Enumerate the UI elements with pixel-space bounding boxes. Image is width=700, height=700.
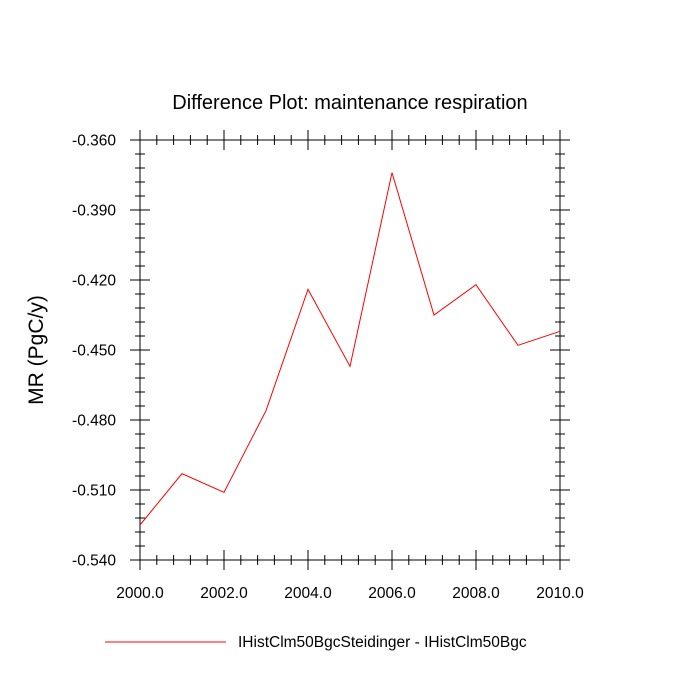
x-tick-label: 2000.0 — [116, 585, 164, 602]
plot-border — [139, 139, 561, 561]
chart-title: Difference Plot: maintenance respiration — [172, 92, 527, 114]
legend: IHistClm50BgcSteidinger - IHistClm50Bgc — [105, 634, 527, 651]
y-tick-label: -0.450 — [72, 343, 116, 360]
plot-area — [139, 139, 561, 561]
series-layer — [139, 172, 561, 526]
x-tick-label: 2006.0 — [368, 585, 416, 602]
y-tick-label: -0.420 — [72, 273, 116, 290]
x-tick-label: 2004.0 — [284, 585, 332, 602]
y-axis: -0.360 -0.390 -0.420 -0.450 -0.480 -0.510 -0.5… — [72, 133, 570, 570]
y-tick-label: -0.540 — [72, 553, 116, 570]
y-tick-label: -0.480 — [72, 413, 116, 430]
y-tick-label: -0.360 — [72, 133, 116, 150]
y-tick-label: -0.390 — [72, 203, 116, 220]
series-line — [139, 172, 561, 526]
y-tick-label: -0.510 — [72, 483, 116, 500]
x-tick-label: 2008.0 — [452, 585, 500, 602]
y-axis-label: MR (PgC/y) — [25, 295, 48, 405]
x-tick-label: 2002.0 — [200, 585, 248, 602]
x-axis: 2000.0 2002.0 2004.0 2006.0 2008.0 2010.0 — [116, 130, 584, 602]
x-tick-label: 2010.0 — [536, 585, 584, 602]
legend-label: IHistClm50BgcSteidinger - IHistClm50Bgc — [238, 634, 527, 651]
